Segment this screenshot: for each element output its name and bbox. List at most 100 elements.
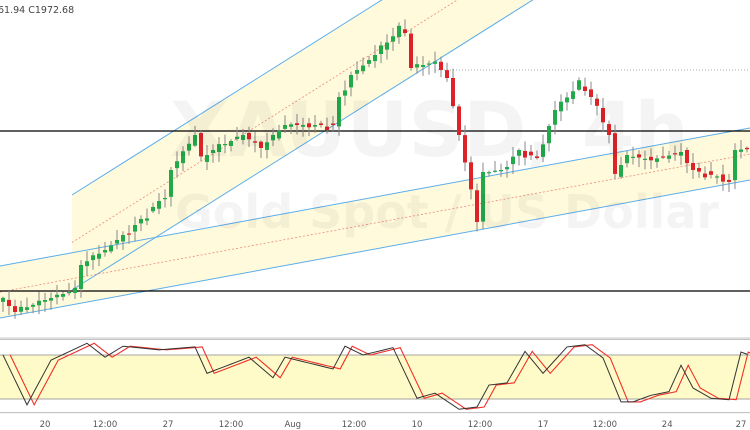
candle-down — [703, 173, 707, 178]
candle-up — [571, 91, 575, 99]
candle-up — [43, 300, 47, 302]
candle-down — [403, 29, 407, 33]
candle-up — [337, 97, 341, 127]
candle-down — [259, 141, 263, 148]
candle-down — [613, 133, 617, 174]
candle-up — [505, 166, 509, 170]
candle-up — [517, 150, 521, 156]
candle-up — [187, 143, 191, 151]
candle-up — [163, 197, 167, 200]
candle-down — [475, 190, 479, 222]
candle-down — [649, 156, 653, 161]
candle-up — [493, 170, 497, 172]
candle-up — [241, 135, 245, 140]
candle-down — [589, 89, 593, 97]
candle-up — [55, 294, 59, 298]
candle-up — [145, 218, 149, 221]
candle-up — [49, 298, 53, 301]
candle-down — [13, 306, 17, 312]
candle-up — [193, 135, 197, 146]
candles — [1, 19, 749, 319]
candle-down — [721, 174, 725, 182]
candle-up — [169, 170, 173, 197]
candle-down — [691, 162, 695, 170]
candle-up — [229, 141, 233, 146]
candle-down — [637, 154, 641, 158]
candle-up — [391, 36, 395, 42]
candle-down — [523, 150, 527, 158]
candle-up — [421, 65, 425, 67]
candle-up — [277, 130, 281, 139]
x-tick-label: 12:00 — [342, 420, 367, 430]
candle-up — [619, 165, 623, 177]
candle-up — [19, 306, 23, 312]
candle-down — [319, 123, 323, 125]
x-tick-label: 10 — [412, 420, 423, 430]
candle-down — [7, 299, 11, 306]
candle-down — [745, 147, 749, 150]
candle-up — [541, 144, 545, 157]
candle-down — [595, 98, 599, 106]
x-tick-label: 24 — [662, 420, 673, 430]
candle-up — [511, 156, 515, 165]
candle-up — [553, 110, 557, 125]
candle-up — [679, 152, 683, 156]
candle-down — [535, 156, 539, 158]
candle-down — [661, 156, 665, 158]
candle-up — [283, 125, 287, 129]
wide-channel-lower-line — [0, 179, 750, 319]
x-tick-label: 20 — [40, 420, 51, 430]
candle-down — [253, 141, 257, 143]
x-tick-label: Aug — [284, 420, 301, 430]
candle-down — [199, 133, 203, 157]
candle-up — [499, 170, 503, 172]
candle-up — [91, 255, 95, 261]
candle-down — [463, 135, 467, 163]
candle-up — [313, 125, 317, 127]
candle-up — [181, 151, 185, 164]
x-tick-label: 12:00 — [93, 420, 118, 430]
candle-down — [583, 86, 587, 91]
candle-up — [361, 65, 365, 72]
candle-up — [109, 245, 113, 252]
rising-channel-median-line — [71, 0, 458, 243]
candle-up — [643, 158, 647, 160]
candle-up — [211, 150, 215, 154]
candle-up — [79, 265, 83, 289]
candle-down — [727, 179, 731, 182]
candle-down — [529, 151, 533, 156]
wide-channel-upper-line — [0, 127, 750, 267]
candle-up — [559, 101, 563, 112]
candle-up — [61, 294, 65, 297]
candle-down — [247, 133, 251, 140]
candle-up — [577, 80, 581, 90]
x-tick-label: 12:00 — [593, 420, 618, 430]
candle-up — [655, 158, 659, 162]
candle-down — [457, 106, 461, 135]
channel-lines — [0, 0, 750, 319]
candle-down — [697, 168, 701, 172]
candle-down — [469, 162, 473, 190]
candle-up — [205, 155, 209, 162]
rising-channel-upper-line — [71, 0, 383, 196]
wide-channel-median-line — [0, 153, 750, 293]
candle-down — [685, 150, 689, 164]
candle-up — [301, 125, 305, 127]
candle-up — [433, 61, 437, 64]
candle-up — [235, 136, 239, 140]
candle-up — [85, 261, 89, 267]
candle-up — [115, 240, 119, 244]
candle-down — [331, 123, 335, 125]
candle-down — [409, 33, 413, 68]
candle-down — [127, 233, 131, 235]
candle-up — [625, 155, 629, 164]
candle-up — [547, 126, 551, 144]
candle-up — [385, 42, 389, 50]
candle-down — [445, 70, 449, 78]
candle-up — [103, 250, 107, 253]
candle-down — [673, 153, 677, 155]
candle-down — [307, 123, 311, 128]
candle-up — [157, 201, 161, 209]
candle-down — [451, 77, 455, 107]
